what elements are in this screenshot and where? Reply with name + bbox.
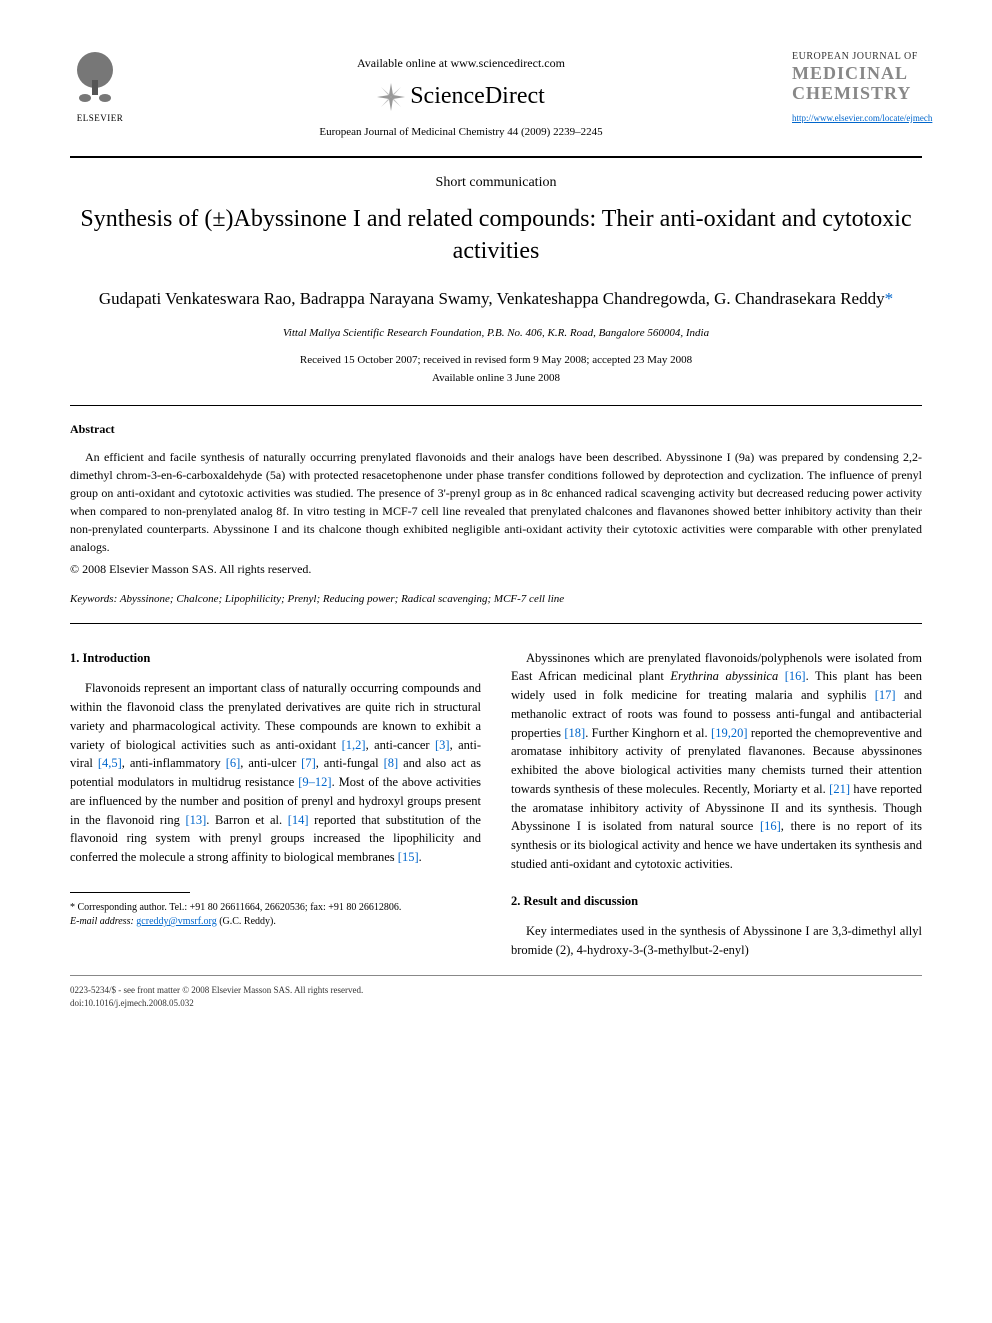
introduction-heading: 1. Introduction [70,649,481,668]
body-text: , anti-inflammatory [122,756,226,770]
ref-link[interactable]: [4,5] [98,756,122,770]
email-footnote: E-mail address: gcreddy@vmsrf.org (G.C. … [70,915,481,929]
abstract-divider-top [70,405,922,406]
ref-link[interactable]: [19,20] [711,726,747,740]
ref-link[interactable]: [7] [301,756,316,770]
body-text: . Further Kinghorn et al. [585,726,711,740]
abstract-copyright: © 2008 Elsevier Masson SAS. All rights r… [70,561,922,578]
received-date: Received 15 October 2007; received in re… [70,353,922,368]
email-link[interactable]: gcreddy@vmsrf.org [136,916,216,927]
corresponding-marker: * [885,289,894,308]
email-suffix: (G.C. Reddy). [217,916,276,927]
ref-link[interactable]: [3] [435,738,450,752]
available-text: Available online at www.sciencedirect.co… [130,55,792,72]
ref-link[interactable]: [13] [185,813,206,827]
intro-paragraph-col2: Abyssinones which are prenylated flavono… [511,649,922,874]
body-text: . Barron et al. [206,813,287,827]
results-heading: 2. Result and discussion [511,892,922,911]
body-text: , anti-fungal [316,756,384,770]
ref-link[interactable]: [6] [226,756,241,770]
ref-link[interactable]: [17] [875,688,896,702]
elsevier-logo: ELSEVIER [70,50,130,120]
header-top: ELSEVIER Available online at www.science… [70,50,922,146]
two-column-body: 1. Introduction Flavonoids represent an … [70,649,922,960]
keywords-list: Abyssinone; Chalcone; Lipophilicity; Pre… [117,593,564,605]
authors: Gudapati Venkateswara Rao, Badrappa Nara… [70,287,922,311]
body-text: , anti-cancer [366,738,435,752]
ref-link[interactable]: [15] [398,850,419,864]
article-type: Short communication [70,173,922,193]
keywords: Keywords: Abyssinone; Chalcone; Lipophil… [70,592,922,607]
journal-cover-main: MEDICINAL CHEMISTRY [792,64,922,104]
sciencedirect-text: ScienceDirect [410,80,545,114]
elsevier-label: ELSEVIER [70,112,130,125]
online-date: Available online 3 June 2008 [70,371,922,386]
ref-link[interactable]: [18] [564,726,585,740]
author-names: Gudapati Venkateswara Rao, Badrappa Nara… [99,289,885,308]
body-text: , anti-ulcer [240,756,301,770]
intro-paragraph: Flavonoids represent an important class … [70,679,481,867]
sciencedirect-logo: ScienceDirect [130,80,792,114]
left-column: 1. Introduction Flavonoids represent an … [70,649,481,960]
results-paragraph: Key intermediates used in the synthesis … [511,922,922,960]
elsevier-tree-icon [70,50,120,105]
right-column: Abyssinones which are prenylated flavono… [511,649,922,960]
ref-link[interactable]: [14] [288,813,309,827]
ref-link[interactable]: [16] [760,819,781,833]
footer-doi: doi:10.1016/j.ejmech.2008.05.032 [70,997,922,1010]
journal-link[interactable]: http://www.elsevier.com/locate/ejmech [792,112,922,125]
footer-copyright: 0223-5234/$ - see front matter © 2008 El… [70,984,922,997]
ref-link[interactable]: [16] [785,669,806,683]
ref-link[interactable]: [1,2] [342,738,366,752]
corresponding-footnote: * Corresponding author. Tel.: +91 80 266… [70,901,481,915]
ref-link[interactable]: [8] [384,756,399,770]
abstract-heading: Abstract [70,421,922,438]
ref-link[interactable]: [9–12] [298,775,331,789]
footnote-divider [70,892,190,893]
affiliation: Vittal Mallya Scientific Research Founda… [70,326,922,341]
header-divider [70,156,922,158]
footer-divider [70,975,922,976]
sciencedirect-flare-icon [377,83,405,111]
abstract-divider-bottom [70,623,922,624]
article-title: Synthesis of (±)Abyssinone I and related… [70,204,922,266]
species-name: Erythrina abyssinica [670,669,778,683]
ref-link[interactable]: [21] [829,782,850,796]
body-text: . [419,850,422,864]
keywords-label: Keywords: [70,593,117,605]
center-header: Available online at www.sciencedirect.co… [130,50,792,146]
abstract-text: An efficient and facile synthesis of nat… [70,448,922,556]
journal-reference: European Journal of Medicinal Chemistry … [130,125,792,140]
journal-cover-top: EUROPEAN JOURNAL OF [792,50,922,64]
email-label: E-mail address: [70,916,134,927]
journal-cover: EUROPEAN JOURNAL OF MEDICINAL CHEMISTRY … [792,50,922,124]
